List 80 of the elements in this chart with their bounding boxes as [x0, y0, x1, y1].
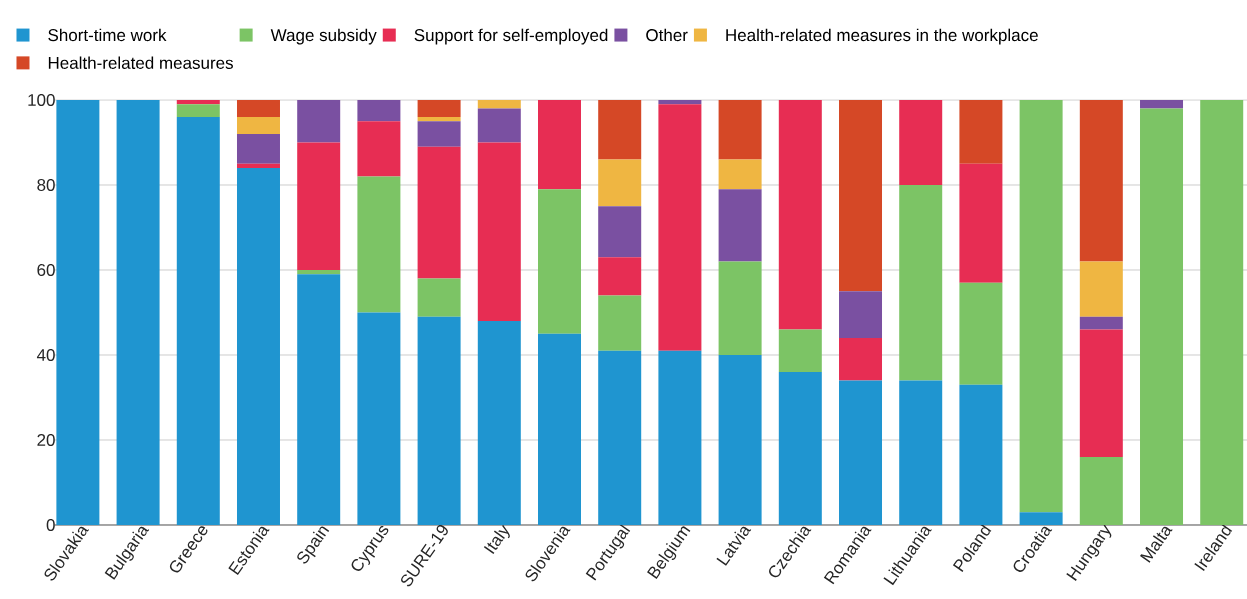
bar — [417, 121, 461, 147]
bar — [357, 99, 401, 122]
bar — [959, 99, 1003, 164]
bar — [236, 99, 280, 117]
bar — [417, 146, 461, 279]
bar — [1019, 99, 1063, 513]
y-tick-label: 100 — [28, 93, 55, 107]
bar — [718, 159, 762, 190]
bar — [1140, 99, 1184, 109]
bar — [959, 384, 1003, 525]
bar — [839, 291, 883, 338]
bar — [538, 189, 581, 334]
bar — [297, 99, 341, 143]
bar — [297, 142, 341, 270]
bar — [899, 99, 943, 185]
bar — [1079, 316, 1123, 330]
bar — [959, 282, 1003, 385]
bar — [477, 108, 521, 143]
bar — [839, 99, 883, 292]
bar — [1019, 512, 1063, 525]
bar — [1140, 108, 1184, 525]
bar — [56, 99, 100, 525]
bar — [176, 104, 220, 117]
bar — [1200, 99, 1244, 525]
bar — [176, 116, 220, 525]
y-tick-label: 80 — [37, 178, 55, 192]
bar — [417, 278, 461, 317]
bar — [778, 371, 822, 525]
bar — [1079, 99, 1123, 262]
bar — [477, 99, 521, 109]
bar — [236, 133, 280, 164]
bar — [417, 316, 461, 525]
bar — [417, 99, 461, 117]
bar — [116, 99, 160, 525]
legend-label: Support for self-employed — [414, 28, 608, 45]
bar — [477, 142, 521, 321]
bar — [598, 350, 642, 525]
bar — [899, 184, 943, 381]
bar — [778, 99, 822, 330]
bar — [598, 206, 642, 258]
bar — [236, 167, 280, 525]
bar — [417, 116, 461, 122]
bar — [718, 189, 762, 262]
bar — [598, 295, 642, 351]
bar — [236, 163, 280, 168]
y-tick-label: 60 — [37, 263, 55, 277]
bar — [598, 257, 642, 296]
bar — [1079, 456, 1123, 525]
bar — [598, 99, 642, 160]
y-tick-label: 20 — [37, 433, 55, 447]
bar — [899, 380, 943, 525]
legend-label: Wage subsidy — [270, 28, 377, 45]
legend-label: Health-related measures in the workplace — [726, 28, 1038, 45]
bar — [357, 121, 401, 177]
bar — [297, 274, 341, 525]
bar — [538, 333, 581, 525]
bar — [658, 104, 702, 351]
bar — [357, 312, 401, 525]
bar — [357, 176, 401, 313]
bar — [778, 329, 822, 372]
bar — [718, 261, 762, 355]
bar — [176, 99, 220, 105]
bar — [236, 116, 280, 134]
legend-label: Other — [646, 28, 688, 42]
bar — [538, 99, 581, 190]
bar — [297, 269, 341, 275]
y-tick-label: 40 — [36, 348, 55, 362]
bar — [839, 337, 883, 381]
bar — [1079, 329, 1123, 457]
bar — [718, 354, 762, 525]
bar — [839, 380, 883, 525]
legend-label: Health-related measures — [48, 56, 233, 69]
bar — [658, 99, 702, 105]
bar — [477, 320, 521, 525]
legend-label: Short-time work — [48, 28, 167, 42]
bar — [658, 350, 702, 525]
bar — [718, 99, 762, 160]
bar — [1079, 261, 1123, 317]
bar — [959, 163, 1003, 283]
bar — [598, 159, 642, 207]
